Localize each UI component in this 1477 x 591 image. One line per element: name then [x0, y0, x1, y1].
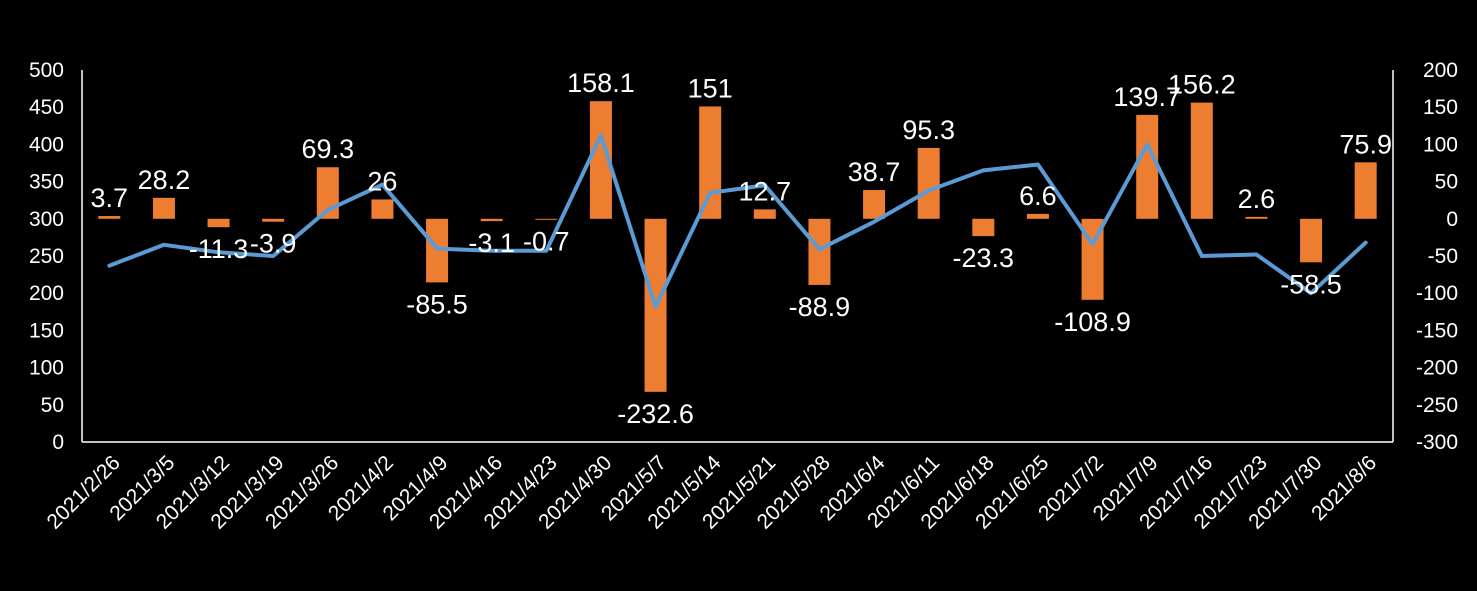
line-path	[107, 133, 1368, 309]
bar-data-label: -3.1	[468, 228, 515, 258]
bar-data-label: -23.3	[953, 243, 1015, 273]
right-tick-label: 100	[1423, 133, 1458, 156]
bar-data-label: -58.5	[1280, 269, 1342, 299]
bar-data-label: 2.6	[1238, 184, 1276, 214]
right-tick-label: 50	[1435, 171, 1458, 194]
bar-data-label: 6.6	[1019, 181, 1057, 211]
bar-data-label: -88.9	[789, 292, 851, 322]
bar	[753, 209, 776, 219]
bar-data-label: 12.7	[739, 176, 792, 206]
bar-data-label: -11.3	[189, 234, 249, 264]
bar	[589, 101, 612, 219]
left-tick-label: 200	[29, 282, 64, 305]
bar	[207, 218, 230, 228]
left-tick-label: 450	[29, 96, 64, 119]
bar	[1300, 218, 1323, 263]
x-tick-label: 2021/2/26	[43, 451, 125, 533]
bar	[699, 106, 722, 219]
bar-data-label: -85.5	[406, 289, 468, 319]
bar-data-label: -232.6	[617, 399, 694, 429]
bar-data-label: 28.2	[138, 165, 191, 195]
bar-data-label: 139.7	[1113, 82, 1181, 112]
x-axis-labels: 2021/2/262021/3/52021/3/122021/3/192021/…	[43, 451, 1382, 534]
bar	[1354, 162, 1377, 219]
left-tick-label: 100	[29, 357, 64, 380]
bar-data-label: 95.3	[902, 115, 955, 145]
left-tick-label: 50	[41, 394, 64, 417]
bar	[917, 147, 940, 219]
left-tick-label: 150	[29, 319, 64, 342]
bar-data-label: -3.9	[250, 229, 297, 259]
line-series	[107, 133, 1368, 309]
bar	[972, 218, 995, 237]
right-tick-label: -200	[1416, 357, 1458, 380]
left-tick-label: 0	[52, 431, 64, 454]
bar-data-label: 156.2	[1168, 70, 1236, 100]
right-tick-label: 200	[1423, 59, 1458, 82]
bar	[98, 216, 121, 219]
bar-data-label: 26	[367, 166, 397, 196]
bar-data-label: 3.7	[91, 183, 129, 213]
bar-data-label: -0.7	[523, 226, 570, 256]
left-tick-label: 500	[29, 59, 64, 82]
left-tick-label: 300	[29, 208, 64, 231]
bar	[863, 190, 886, 219]
bar	[152, 197, 175, 219]
bar	[371, 199, 394, 219]
bar-data-label: 75.9	[1339, 129, 1392, 159]
bar	[426, 218, 449, 283]
bar-data-labels: 3.7 28.2 -11.3 -3.9 69.3 26 -85.5 -3.1 -0.7 158.1…	[91, 68, 1392, 429]
bar-data-label: 158.1	[567, 68, 635, 98]
axes-frame	[81, 70, 1394, 443]
bar	[1136, 114, 1159, 219]
right-tick-label: -300	[1416, 431, 1458, 454]
bar	[535, 218, 558, 220]
bar-data-label: 38.7	[848, 157, 901, 187]
bar	[1245, 216, 1268, 219]
right-axis-ticks: -300 -250 -200 -150 -100 -50 0 50 100 150 200	[1416, 59, 1458, 454]
bar-data-label: 69.3	[302, 134, 355, 164]
left-tick-label: 250	[29, 245, 64, 268]
right-tick-label: -150	[1416, 319, 1458, 342]
bar	[262, 218, 285, 222]
left-tick-label: 400	[29, 133, 64, 156]
bar-data-label: 151	[688, 73, 733, 103]
right-tick-label: 0	[1446, 208, 1458, 231]
left-tick-label: 350	[29, 171, 64, 194]
bar	[1026, 213, 1049, 219]
bar	[1190, 102, 1213, 219]
bar	[808, 218, 831, 285]
right-tick-label: -250	[1416, 394, 1458, 417]
right-tick-label: -100	[1416, 282, 1458, 305]
right-tick-label: -50	[1428, 245, 1458, 268]
left-axis-ticks: 0 50 100 150 200 250 300 350 400 450 500	[29, 59, 64, 454]
right-tick-label: 150	[1423, 96, 1458, 119]
bar-data-label: -108.9	[1054, 307, 1131, 337]
bar	[480, 218, 503, 222]
